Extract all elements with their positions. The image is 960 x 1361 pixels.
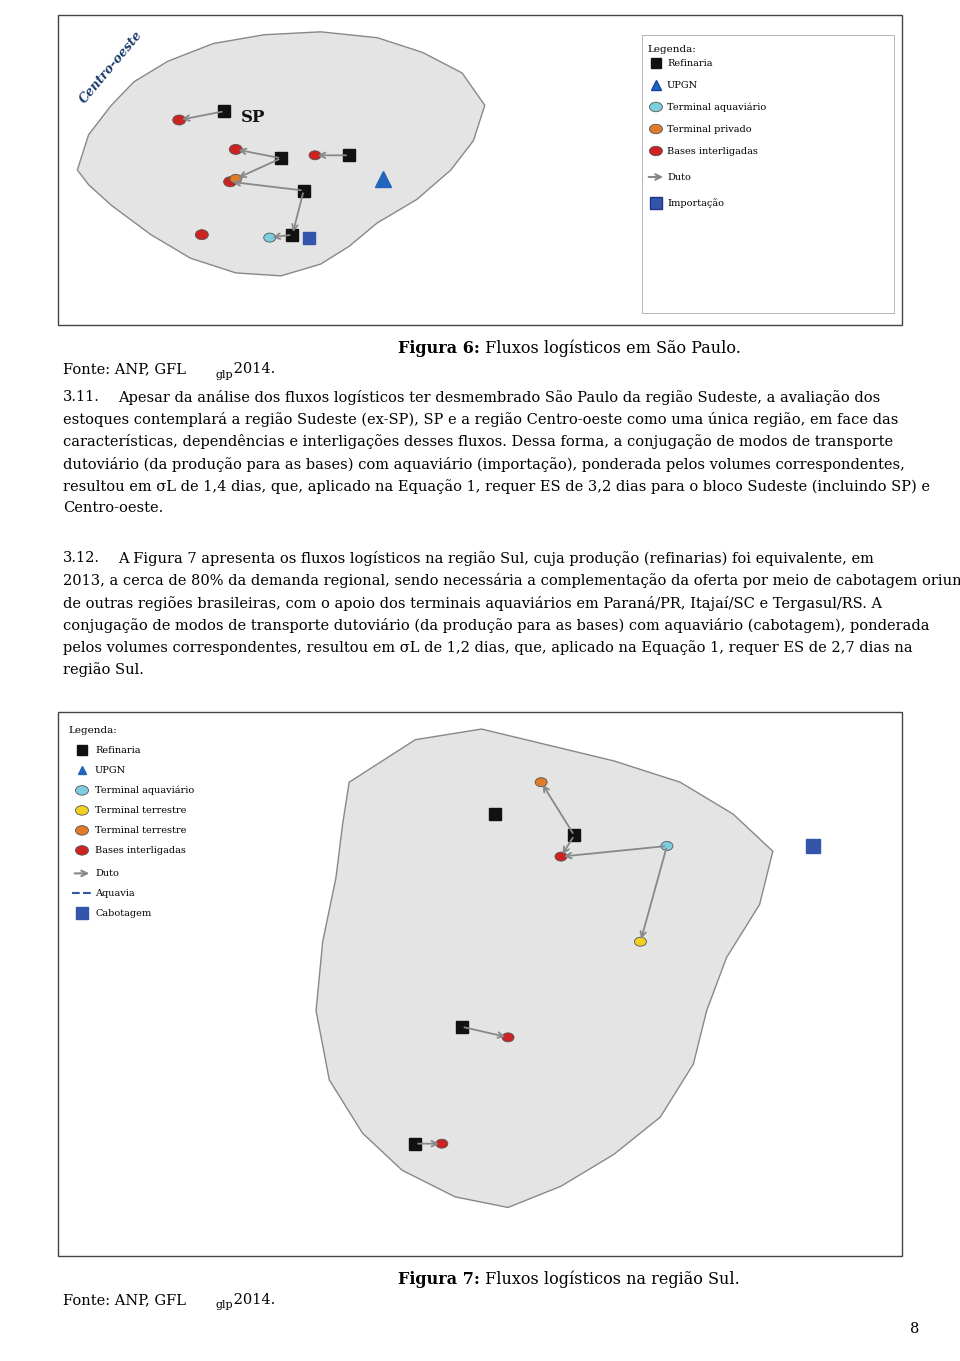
Text: Aquavia: Aquavia bbox=[95, 889, 134, 898]
Bar bbox=[642, 35, 894, 313]
Text: Terminal aquaviário: Terminal aquaviário bbox=[667, 102, 766, 112]
Text: glp: glp bbox=[215, 369, 232, 380]
Ellipse shape bbox=[555, 852, 567, 862]
Ellipse shape bbox=[76, 806, 88, 815]
Ellipse shape bbox=[76, 826, 88, 836]
Text: Centro-oeste.: Centro-oeste. bbox=[63, 501, 163, 514]
Text: Importação: Importação bbox=[667, 199, 724, 208]
Text: 2014.: 2014. bbox=[229, 1293, 276, 1307]
Text: Duto: Duto bbox=[667, 173, 691, 181]
Text: 2014.: 2014. bbox=[229, 362, 276, 376]
Text: Figura 7:: Figura 7: bbox=[398, 1271, 480, 1288]
Ellipse shape bbox=[502, 1033, 514, 1043]
Ellipse shape bbox=[76, 785, 88, 795]
Text: Apesar da análise dos fluxos logísticos ter desmembrado São Paulo da região Sude: Apesar da análise dos fluxos logísticos … bbox=[118, 391, 880, 406]
Text: SP: SP bbox=[241, 109, 265, 125]
Text: 3.11.: 3.11. bbox=[63, 391, 100, 404]
Text: UPGN: UPGN bbox=[95, 766, 126, 774]
Ellipse shape bbox=[229, 144, 242, 154]
Text: estoques contemplará a região Sudeste (ex-SP), SP e a região Centro-oeste como u: estoques contemplará a região Sudeste (e… bbox=[63, 412, 899, 427]
Text: Fluxos logísticos na região Sul.: Fluxos logísticos na região Sul. bbox=[480, 1270, 740, 1288]
Text: Refinaria: Refinaria bbox=[95, 746, 140, 755]
Ellipse shape bbox=[76, 845, 88, 855]
Text: Fonte: ANP, GFL: Fonte: ANP, GFL bbox=[63, 1293, 186, 1307]
Text: Bases interligadas: Bases interligadas bbox=[667, 147, 757, 155]
Text: Legenda:: Legenda: bbox=[68, 727, 117, 735]
Text: Duto: Duto bbox=[95, 868, 119, 878]
Text: Centro-oeste: Centro-oeste bbox=[78, 29, 145, 106]
Text: 3.12.: 3.12. bbox=[63, 551, 100, 565]
Ellipse shape bbox=[229, 174, 242, 184]
Ellipse shape bbox=[660, 841, 673, 851]
Text: Terminal aquaviário: Terminal aquaviário bbox=[95, 785, 194, 795]
Ellipse shape bbox=[635, 938, 646, 946]
Ellipse shape bbox=[264, 233, 276, 242]
Text: UPGN: UPGN bbox=[667, 80, 698, 90]
Text: Fluxos logísticos em São Paulo.: Fluxos logísticos em São Paulo. bbox=[480, 339, 741, 357]
Text: Legenda:: Legenda: bbox=[648, 45, 697, 54]
Text: Terminal privado: Terminal privado bbox=[667, 124, 752, 133]
Ellipse shape bbox=[436, 1139, 447, 1149]
Bar bbox=[58, 712, 902, 1256]
Text: região Sul.: região Sul. bbox=[63, 663, 144, 676]
Polygon shape bbox=[316, 729, 773, 1207]
Ellipse shape bbox=[535, 777, 547, 787]
Text: pelos volumes correspondentes, resultou em σL de 1,2 dias, que, aplicado na Equa: pelos volumes correspondentes, resultou … bbox=[63, 640, 913, 655]
Text: de outras regiões brasileiras, com o apoio dos terminais aquaviários em Paraná/P: de outras regiões brasileiras, com o apo… bbox=[63, 596, 882, 611]
Text: Figura 6:: Figura 6: bbox=[398, 339, 480, 357]
Text: 2013, a cerca de 80% da demanda regional, sendo necessária a complementação da o: 2013, a cerca de 80% da demanda regional… bbox=[63, 573, 960, 588]
Ellipse shape bbox=[649, 124, 662, 133]
Text: Cabotagem: Cabotagem bbox=[95, 909, 152, 917]
Ellipse shape bbox=[309, 151, 321, 159]
Text: glp: glp bbox=[215, 1301, 232, 1311]
Text: 8: 8 bbox=[910, 1322, 920, 1337]
Ellipse shape bbox=[649, 102, 662, 112]
Ellipse shape bbox=[173, 116, 185, 125]
Text: dutoviário (da produção para as bases) com aquaviário (importação), ponderada pe: dutoviário (da produção para as bases) c… bbox=[63, 456, 905, 472]
Text: Fonte: ANP, GFL: Fonte: ANP, GFL bbox=[63, 362, 186, 376]
Text: Terminal terrestre: Terminal terrestre bbox=[95, 806, 186, 815]
Text: Bases interligadas: Bases interligadas bbox=[95, 847, 186, 855]
Text: Terminal terrestre: Terminal terrestre bbox=[95, 826, 186, 834]
Text: conjugação de modos de transporte dutoviário (da produção para as bases) com aqu: conjugação de modos de transporte dutovi… bbox=[63, 618, 929, 633]
Text: Refinaria: Refinaria bbox=[667, 59, 712, 68]
Ellipse shape bbox=[224, 177, 236, 186]
Bar bbox=[58, 15, 902, 325]
Polygon shape bbox=[78, 31, 485, 276]
Ellipse shape bbox=[649, 146, 662, 155]
Text: A Figura 7 apresenta os fluxos logísticos na região Sul, cuja produção (refinari: A Figura 7 apresenta os fluxos logístico… bbox=[118, 551, 874, 566]
Ellipse shape bbox=[195, 230, 208, 240]
Text: resultou em σL de 1,4 dias, que, aplicado na Equação 1, requer ES de 3,2 dias pa: resultou em σL de 1,4 dias, que, aplicad… bbox=[63, 479, 930, 494]
Text: características, dependências e interligações desses fluxos. Dessa forma, a conj: características, dependências e interlig… bbox=[63, 434, 893, 449]
